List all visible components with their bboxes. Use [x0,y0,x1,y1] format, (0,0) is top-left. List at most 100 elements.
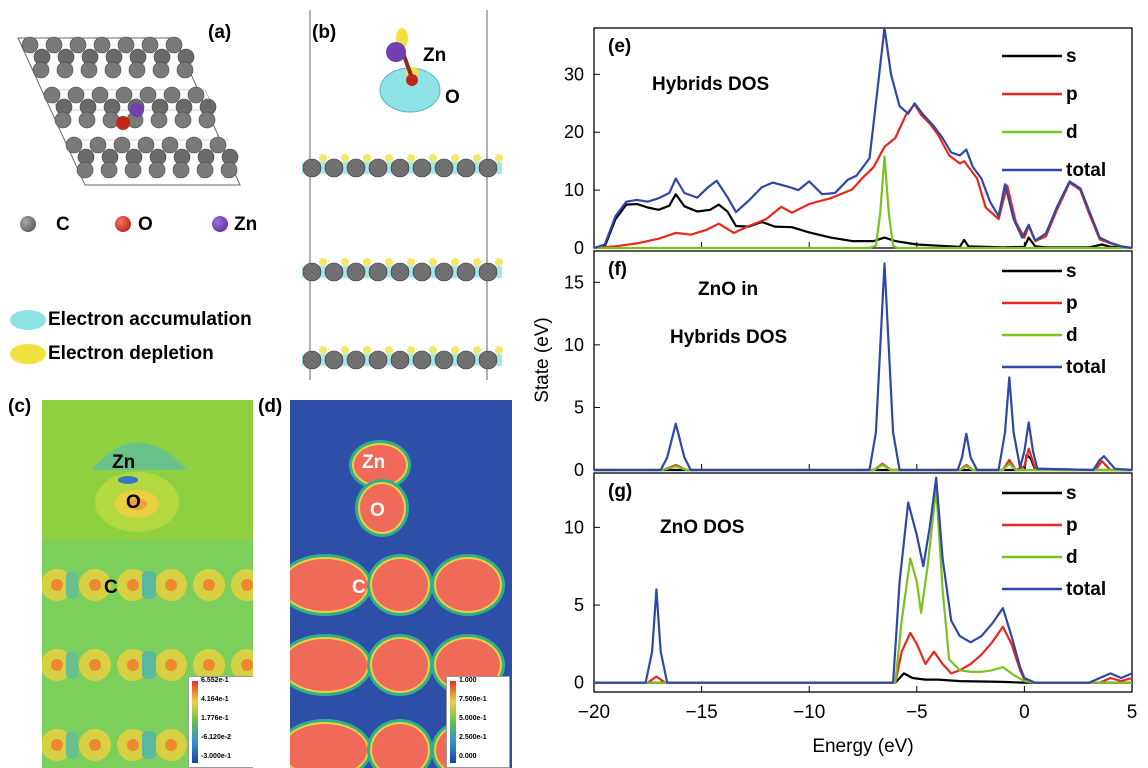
carbon-atom [43,86,61,104]
color-scale-c: 6.552e-1 4.164e-1 1.776e-1 -6.120e-2 -3.000e… [188,676,253,768]
legend-label-total: total [1066,579,1106,600]
series-line-d [594,487,1132,684]
dos-panel-g: 0 5 10 (g) ZnO DOS spd total [564,472,1133,693]
x-axis-label: Energy (eV) [812,736,913,757]
x-tick-label: −10 [793,702,825,723]
carbon-atom [456,158,476,178]
carbon-atom [117,36,135,54]
legend-label-s: s [1066,46,1077,67]
legend-label-d: d [1066,325,1078,346]
carbon-legend-marker [20,216,36,232]
carbon-atom [368,158,388,178]
carbon-atom [104,61,122,79]
legend-label-s: s [1066,483,1077,504]
x-tick-label: 0 [1019,702,1030,723]
panel-label-d: (d) [258,396,283,417]
zn-atom-label: Zn [423,45,447,66]
zinc-legend-label: Zn [234,214,258,235]
carbon-atom [434,158,454,178]
chart-subtitle: Hybrids DOS [670,327,787,348]
carbon-atom [196,161,214,179]
graphene-zno-top-view [17,36,241,186]
panel-c-charge-map: Zn O C 6.552e-1 4.164e-1 1.776e-1 -6.120e-2… [42,400,253,768]
series-line-p [593,103,1133,250]
carbon-atom [139,86,157,104]
carbon-atom [100,161,118,179]
panel-label: (e) [608,36,631,57]
carbon-atom [412,350,432,370]
carbon-atom [176,61,194,79]
scale-tick-label: 1.776e-1 [201,715,229,722]
panel-label-c: (c) [8,396,32,417]
panel-label-b: (b) [312,22,337,43]
series-line-s [594,453,1132,472]
series-line-total [593,26,1133,250]
carbon-atom [76,161,94,179]
panel-label-a: (a) [208,22,232,43]
y-tick-label: 0 [574,238,584,258]
scale-tick-label: -6.120e-2 [201,734,231,741]
carbon-atom [148,161,166,179]
scale-tick-label: 6.552e-1 [201,677,229,684]
carbon-atom [412,262,432,282]
y-tick-label: 20 [564,122,584,142]
o-label: O [126,492,141,513]
legend-label-d: d [1066,122,1078,143]
carbon-atom [185,136,203,154]
y-tick-label: 5 [574,595,584,615]
oxygen-atom [116,116,130,130]
carbon-atom [478,158,498,178]
zinc-legend-marker [212,216,228,232]
carbon-atom [137,136,155,154]
carbon-atom [209,136,227,154]
carbon-atom [172,161,190,179]
scale-tick-label: 0.000 [459,753,477,760]
legend-label-p: p [1066,515,1078,536]
legend-label-p: p [1066,293,1078,314]
carbon-atom [78,111,96,129]
y-tick-label: 10 [564,180,584,200]
panel-b-charge-density: (b) Zn O [290,0,510,385]
legend-label-total: total [1066,160,1106,181]
carbon-atom [302,262,322,282]
carbon-atom [456,350,476,370]
y-axis-label: State (eV) [532,317,553,403]
scale-tick-label: 5.000e-1 [459,715,487,722]
carbon-atom [346,262,366,282]
carbon-atom [187,86,205,104]
carbon-atom [80,61,98,79]
carbon-atom [412,158,432,178]
carbon-atom [456,262,476,282]
y-tick-label: 10 [564,335,584,355]
y-tick-label: 30 [564,64,584,84]
carbon-atom [115,86,133,104]
carbon-atom [163,86,181,104]
accumulation-swatch [10,310,46,330]
panel-d-elf-map: Zn O C 1.000 7.500e-1 5.000e-1 2.500e-1 0.00… [290,400,512,768]
carbon-atom [324,158,344,178]
scale-tick-label: 4.164e-1 [201,696,229,703]
charge-legend-rows: Electron accumulation Electron depletion [10,307,310,377]
carbon-atom [302,158,322,178]
zn-label: Zn [362,452,386,473]
y-tick-label: 5 [574,397,584,417]
oxygen-atom [406,74,418,86]
side-view-charge [302,10,503,380]
plot-frame [593,250,1133,471]
carbon-atom [368,350,388,370]
carbon-atom [124,161,142,179]
carbon-atom [434,350,454,370]
x-tick-label: −5 [906,702,928,723]
graphene-layers [302,154,503,370]
carbon-atom [152,61,170,79]
carbon-atom [478,262,498,282]
carbon-atom [302,350,322,370]
carbon-atom [324,350,344,370]
carbon-atom [91,86,109,104]
carbon-atom [54,111,72,129]
plot-frame [593,472,1133,693]
legend-label-total: total [1066,357,1106,378]
carbon-atom [434,262,454,282]
carbon-atom [346,350,366,370]
plot-frame [593,27,1133,249]
